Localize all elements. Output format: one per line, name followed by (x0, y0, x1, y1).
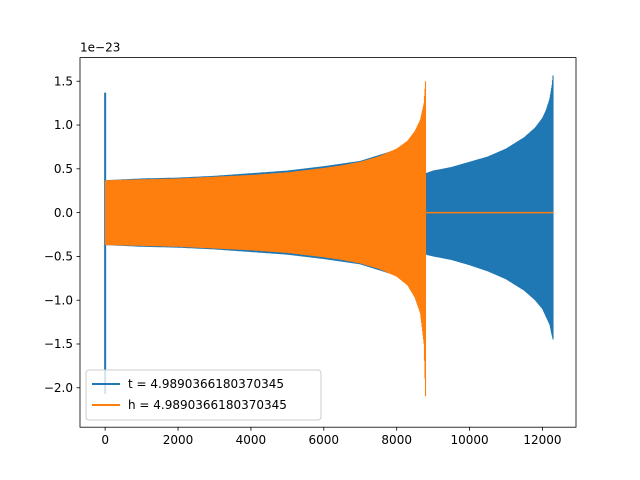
y-tick-label: 0.5 (54, 162, 73, 176)
axes-frame (79, 57, 577, 428)
x-tick-label: 8000 (381, 433, 412, 447)
y-tick-label: −2.0 (44, 381, 73, 395)
y-offset-label: 1e−23 (80, 41, 120, 55)
x-tick-label: 12000 (523, 433, 561, 447)
x-tick-label: 0 (101, 433, 109, 447)
plot-area (104, 75, 554, 397)
legend: t = 4.9890366180370345 h = 4.989036618037… (85, 369, 322, 421)
y-tick-label: 1.5 (54, 74, 73, 88)
y-tick-label: −1.0 (44, 293, 73, 307)
legend-label: h = 4.9890366180370345 (128, 398, 287, 412)
y-tick-label: 0.0 (54, 206, 73, 220)
x-tick-label: 4000 (236, 433, 267, 447)
x-axis: 0 2000 4000 6000 8000 10000 12000 (101, 427, 562, 447)
x-tick-label: 6000 (309, 433, 340, 447)
y-axis: −2.0 −1.5 −1.0 −0.5 0.0 0.5 1.0 1.5 (44, 74, 80, 395)
y-tick-label: −0.5 (44, 250, 73, 264)
legend-label: t = 4.9890366180370345 (128, 377, 284, 391)
x-tick-label: 2000 (163, 433, 194, 447)
legend-box (85, 369, 322, 421)
x-tick-label: 10000 (450, 433, 488, 447)
y-tick-label: 1.0 (54, 118, 73, 132)
y-tick-label: −1.5 (44, 337, 73, 351)
series-1 (104, 81, 554, 397)
series-band (104, 81, 427, 397)
